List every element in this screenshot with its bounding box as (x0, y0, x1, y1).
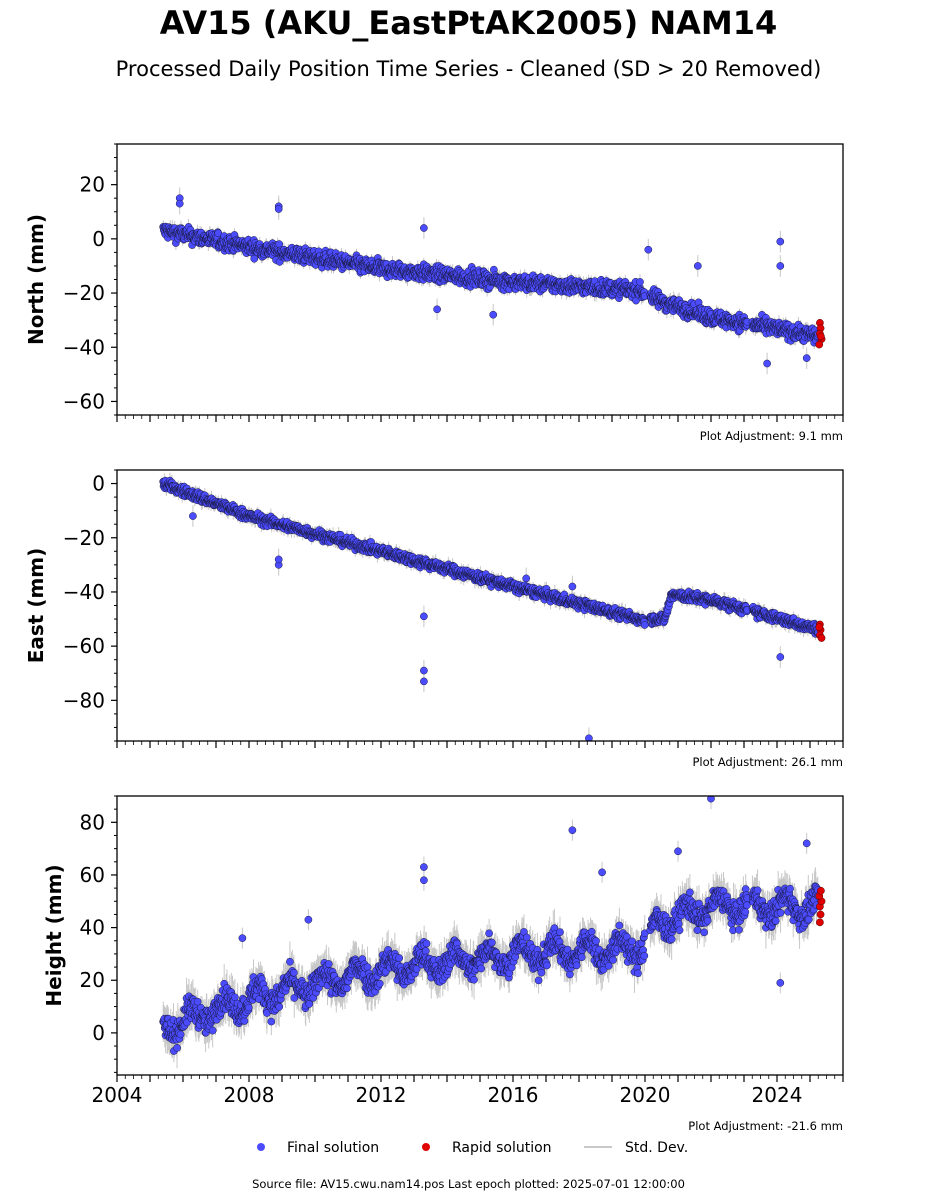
rapid-point (815, 340, 824, 349)
outlier-point (489, 310, 498, 319)
outlier-point (802, 354, 811, 362)
y-tick-label: −60 (63, 389, 105, 413)
rapid-point (817, 332, 825, 341)
y-tick-label: 0 (92, 227, 105, 251)
outlier-point (175, 199, 184, 208)
y-tick-label: 20 (80, 173, 105, 197)
outlier-point (776, 262, 785, 270)
y-tick-label: −40 (63, 335, 105, 359)
final-solution-points (159, 194, 823, 368)
outlier-point (693, 262, 702, 270)
data-point (636, 278, 644, 286)
outlier-point (433, 305, 441, 314)
panel-north: 20 0 −20 −40 −60 North (mm) Plot Adjustment: 9… (24, 143, 844, 443)
rapid-solution-points (815, 319, 826, 349)
outlier-point (776, 237, 785, 246)
plot-area (159, 472, 826, 741)
chart-title: AV15 (AKU_EastPtAK2005) NAM14 (159, 4, 778, 42)
y-tick-label: −20 (63, 281, 105, 305)
chart-subtitle: Processed Daily Position Time Series - C… (115, 57, 822, 81)
plot-adjustment-label: Plot Adjustment: 9.1 mm (700, 429, 843, 443)
outlier-point (274, 205, 283, 213)
data-point (250, 254, 259, 263)
outlier-point (420, 224, 428, 232)
y-axis-label: North (mm) (24, 214, 48, 345)
outlier-point (763, 359, 771, 368)
outlier-point (644, 245, 653, 254)
plot-area (159, 187, 826, 375)
